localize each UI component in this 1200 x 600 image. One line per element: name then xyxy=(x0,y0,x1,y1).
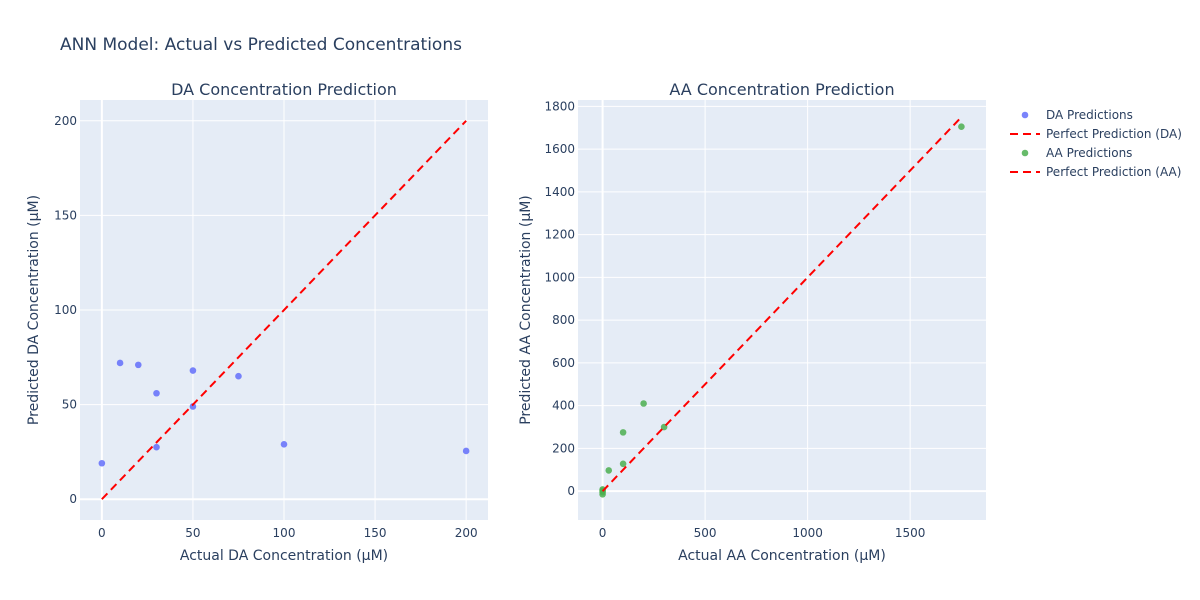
aa-x-tick-label: 1000 xyxy=(792,526,823,540)
aa-subplot-title: AA Concentration Prediction xyxy=(669,80,894,99)
aa-prediction-point[interactable] xyxy=(619,460,627,468)
legend-label: AA Predictions xyxy=(1046,146,1132,160)
aa-x-tick-label: 500 xyxy=(694,526,717,540)
aa-y-tick-label: 600 xyxy=(552,356,575,370)
da-y-tick-label: 200 xyxy=(54,114,77,128)
legend[interactable]: DA Predictions Perfect Prediction (DA) AA … xyxy=(1010,108,1182,179)
aa-prediction-point[interactable] xyxy=(599,486,606,493)
legend-marker-icon xyxy=(1021,111,1029,119)
aa-y-tick-label: 0 xyxy=(567,484,575,498)
aa-plot-area xyxy=(578,100,986,520)
da-subplot: 0 50 100 150 200 0 50 100 150 200 DA Concentration… xyxy=(26,80,488,564)
da-prediction-point[interactable] xyxy=(462,447,470,455)
aa-series-layer xyxy=(599,116,965,498)
aa-prediction-point[interactable] xyxy=(605,467,613,474)
aa-prediction-point[interactable] xyxy=(619,429,627,436)
da-x-tick-label: 200 xyxy=(455,526,478,540)
aa-y-tick-label: 1800 xyxy=(544,99,575,113)
da-prediction-point[interactable] xyxy=(189,367,197,374)
da-perfect-prediction-line xyxy=(101,120,467,500)
legend-item[interactable]: Perfect Prediction (AA) xyxy=(1010,165,1181,179)
aa-subplot: 0 500 1000 1500 0 200 400 600 800 1000 1200 1400 160… xyxy=(518,80,986,564)
aa-y-tick-label: 200 xyxy=(552,441,575,455)
legend-item[interactable]: DA Predictions xyxy=(1021,108,1133,122)
da-prediction-point[interactable] xyxy=(98,459,106,467)
da-y-axis-title: Predicted DA Concentration (µM) xyxy=(26,195,42,425)
legend-label: Perfect Prediction (DA) xyxy=(1046,127,1182,141)
da-x-axis-title: Actual DA Concentration (µM) xyxy=(180,548,388,564)
legend-item[interactable]: Perfect Prediction (DA) xyxy=(1010,127,1182,141)
da-x-tick-label: 150 xyxy=(364,526,387,540)
da-y-tick-label: 100 xyxy=(54,303,77,317)
da-prediction-point[interactable] xyxy=(134,361,142,369)
da-prediction-point[interactable] xyxy=(280,441,288,448)
da-prediction-point[interactable] xyxy=(116,359,124,367)
aa-y-tick-label: 1400 xyxy=(544,185,575,199)
aa-perfect-prediction-line xyxy=(601,116,963,492)
da-x-tick-label: 0 xyxy=(98,526,106,540)
da-prediction-point[interactable] xyxy=(189,403,197,410)
aa-x-tick-label: 1500 xyxy=(895,526,926,540)
aa-y-tick-label: 400 xyxy=(552,399,575,413)
legend-label: DA Predictions xyxy=(1046,108,1133,122)
da-prediction-point[interactable] xyxy=(153,443,160,451)
aa-y-tick-label: 1200 xyxy=(544,228,575,242)
da-y-tick-label: 50 xyxy=(62,398,77,412)
da-y-tick-label: 0 xyxy=(69,492,77,506)
aa-y-tick-label: 800 xyxy=(552,313,575,327)
da-y-tick-label: 150 xyxy=(54,208,77,222)
da-x-tick-label: 100 xyxy=(273,526,296,540)
aa-y-tick-label: 1600 xyxy=(544,142,575,156)
da-series-layer xyxy=(98,120,470,500)
legend-label: Perfect Prediction (AA) xyxy=(1046,165,1181,179)
legend-item[interactable]: AA Predictions xyxy=(1021,146,1133,160)
da-prediction-point[interactable] xyxy=(235,372,242,380)
legend-marker-icon xyxy=(1021,149,1029,157)
aa-prediction-point[interactable] xyxy=(958,123,965,131)
aa-y-axis-title: Predicted AA Concentration (µM) xyxy=(518,195,534,425)
da-x-tick-label: 50 xyxy=(185,526,200,540)
aa-x-axis-title: Actual AA Concentration (µM) xyxy=(678,548,886,564)
aa-y-tick-label: 1000 xyxy=(544,270,575,284)
aa-prediction-point[interactable] xyxy=(640,400,647,407)
figure-title: ANN Model: Actual vs Predicted Concentra… xyxy=(60,35,462,55)
da-prediction-point[interactable] xyxy=(153,389,160,397)
aa-x-tick-label: 0 xyxy=(599,526,607,540)
da-subplot-title: DA Concentration Prediction xyxy=(171,80,397,99)
